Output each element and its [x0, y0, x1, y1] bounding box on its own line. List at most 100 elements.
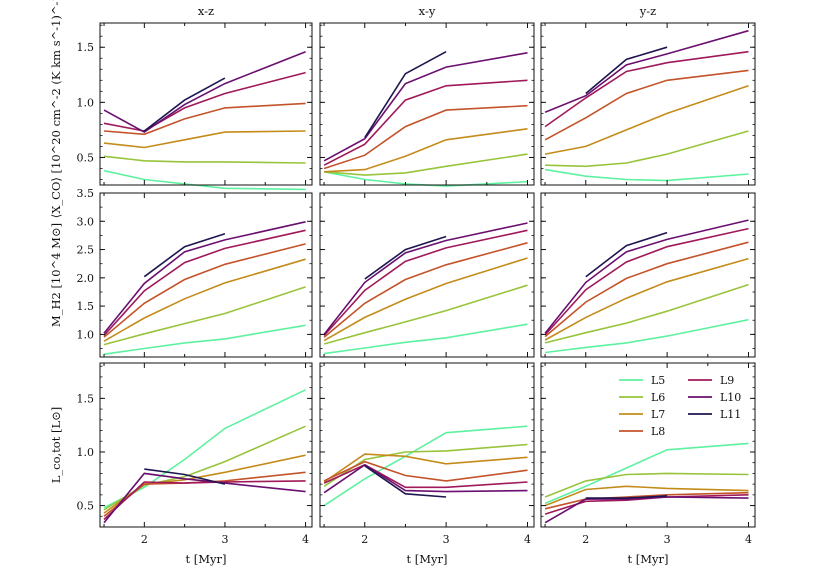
- legend-item-l9: L9: [688, 374, 734, 387]
- legend-label: L5: [651, 374, 665, 387]
- series-line-l10: [544, 219, 749, 334]
- series-line-l11: [143, 77, 226, 132]
- panel-r1-c1: [319, 192, 535, 358]
- series-line-l9: [544, 50, 749, 128]
- series-line-l5: [544, 168, 749, 182]
- axes-frame: [319, 22, 535, 186]
- panel-r0-c2: y-z: [540, 4, 756, 186]
- series-line-l9: [323, 463, 528, 489]
- series-line-l9: [323, 229, 528, 337]
- x-tick-label: 2: [141, 533, 148, 546]
- legend-item-l8: L8: [619, 425, 665, 438]
- panel-r1-c0: 1.0 1.5 2.0 2.5 3.0 3.5: [77, 187, 313, 358]
- y-tick-label: 0.5: [77, 500, 95, 513]
- legend-item-l7: L7: [619, 408, 665, 421]
- panels: 0.5 1.0 1.5 x-z x-y y-z 1.0 1.5 2.0 2.5 3.0 3.5 0.5 1…: [77, 4, 756, 546]
- series-line-l10: [544, 29, 749, 114]
- legend-item-l5: L5: [619, 374, 665, 387]
- y-tick-label: 3.0: [77, 215, 95, 228]
- y-tick-label: 1.5: [77, 392, 95, 405]
- series-line-l9: [544, 494, 749, 515]
- panel-r2-c2: 2 3 4: [540, 362, 756, 546]
- series-line-l7: [324, 128, 528, 173]
- x-axis-label: t [Myr]: [185, 552, 226, 566]
- series-line-l8: [544, 491, 749, 510]
- series-line-l8: [323, 104, 528, 170]
- series-line-l7: [103, 454, 306, 514]
- x-tick-label: 4: [302, 533, 309, 546]
- series-line-l6: [545, 130, 749, 168]
- legend-label: L9: [720, 374, 734, 387]
- series-line-l7: [544, 85, 749, 155]
- legend-label: L8: [651, 425, 665, 438]
- legend-item-l11: L11: [688, 408, 741, 421]
- y-tick-label: 2.0: [77, 272, 95, 285]
- series-line-l9: [103, 229, 306, 337]
- figure-labels: t [Myr] t [Myr] t [Myr] ⟨X_CO⟩ [10^20 cm^-2…: [49, 0, 669, 566]
- series-line-l7: [323, 257, 528, 342]
- axes-frame: [99, 192, 313, 358]
- series-line-l7: [544, 485, 749, 507]
- series-line-l11: [585, 46, 668, 95]
- x-tick-label: 4: [524, 533, 531, 546]
- y-tick-label: 1.0: [77, 328, 95, 341]
- series-line-l6: [323, 443, 528, 487]
- series-line-l11: [585, 231, 668, 278]
- legend-label: L7: [651, 408, 665, 421]
- legend-item-l10: L10: [688, 391, 741, 404]
- series-line-l8: [323, 242, 528, 338]
- series-line-l11: [364, 465, 447, 498]
- panel-r0-c1: x-y: [319, 4, 535, 187]
- legend-item-l6: L6: [619, 391, 665, 404]
- series-line-l8: [323, 460, 528, 482]
- x-tick-label: 3: [664, 533, 671, 546]
- series-line-l10: [323, 463, 528, 494]
- panel-title: x-z: [198, 4, 214, 18]
- series-line-l5: [544, 442, 749, 505]
- axes-frame: [540, 362, 756, 528]
- series-line-l6: [544, 472, 749, 498]
- series-line-l10: [323, 52, 528, 162]
- series-line-l6: [544, 283, 749, 344]
- series-line-l7: [544, 257, 749, 341]
- x-tick-label: 3: [221, 533, 228, 546]
- series-line-l6: [324, 153, 528, 176]
- series-line-l6: [103, 286, 306, 346]
- series-line-l11: [364, 50, 447, 139]
- panel-r2-c1: 2 3 4: [319, 362, 535, 546]
- series-line-l11: [364, 235, 447, 280]
- y-tick-label: 1.5: [77, 41, 95, 54]
- series-line-l6: [323, 284, 528, 345]
- y-tick-label: 1.5: [77, 300, 95, 313]
- y-axis-label: M_H2 [10^4 M⊙]: [49, 223, 63, 327]
- series-line-l5: [103, 389, 306, 509]
- x-tick-label: 2: [582, 533, 589, 546]
- panel-r2-c0: 0.5 1.0 1.5 2 3 4: [77, 362, 313, 546]
- legend-label: L10: [720, 391, 741, 404]
- x-tick-label: 4: [745, 533, 752, 546]
- axes-frame: [319, 192, 535, 358]
- series-line-l9: [103, 480, 306, 521]
- axes-frame: [99, 22, 313, 186]
- x-tick-label: 2: [361, 533, 368, 546]
- x-axis-label: t [Myr]: [406, 552, 447, 566]
- series-line-l10: [103, 221, 306, 334]
- axes-frame: [540, 22, 756, 186]
- panel-title: x-y: [419, 4, 436, 18]
- axes-frame: [99, 362, 313, 528]
- series-line-l8: [544, 69, 749, 141]
- series-line-l9: [103, 71, 306, 132]
- series-line-l5: [323, 323, 528, 355]
- series-line-l6: [103, 155, 306, 164]
- series-line-l11: [585, 495, 668, 499]
- x-axis-label: t [Myr]: [627, 552, 668, 566]
- y-tick-label: 2.5: [77, 244, 95, 257]
- legend: L5 L6 L7 L8 L9 L10 L11: [619, 374, 741, 438]
- series-line-l7: [103, 258, 306, 342]
- series-line-l6: [103, 425, 306, 511]
- series-line-l7: [323, 453, 528, 483]
- series-line-l10: [103, 472, 306, 524]
- axes-frame: [540, 192, 756, 358]
- series-line-l9: [323, 79, 528, 166]
